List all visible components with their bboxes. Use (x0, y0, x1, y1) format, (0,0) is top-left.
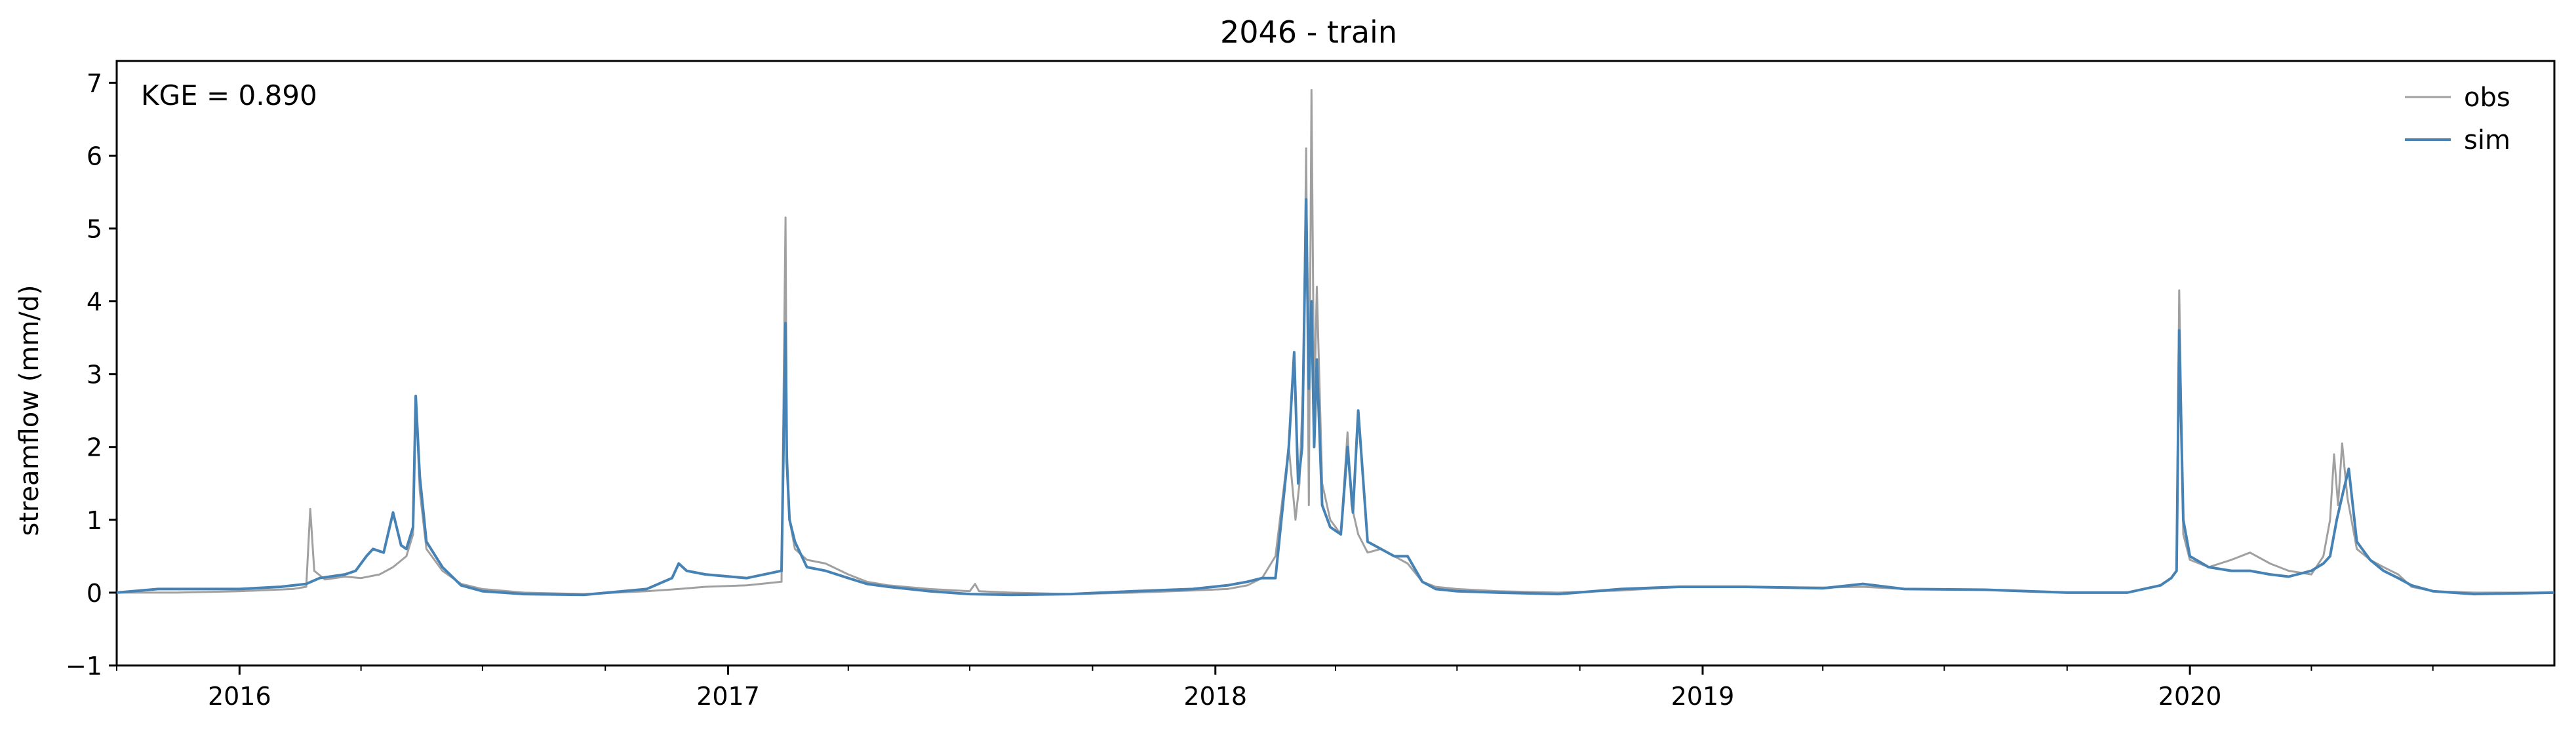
x-tick-label: 2019 (1671, 682, 1735, 711)
plot-area (115, 60, 2556, 667)
y-tick-label: 3 (87, 361, 102, 389)
kge-annotation: KGE = 0.890 (141, 79, 317, 111)
x-tick-label: 2020 (2158, 682, 2222, 711)
y-tick-label: 1 (87, 506, 102, 535)
y-tick-label: 0 (87, 579, 102, 608)
plot-frame (115, 60, 2556, 667)
y-axis: −1 0 1 2 3 4 5 6 7 (66, 69, 117, 681)
y-tick-label: 2 (87, 433, 102, 462)
y-tick-label: 6 (87, 142, 102, 170)
x-tick-label: 2016 (208, 682, 271, 711)
y-axis-label: streamflow (mm/d) (14, 285, 45, 536)
x-tick-label: 2017 (696, 682, 760, 711)
legend: obs sim (2405, 83, 2510, 155)
series-line-sim (116, 198, 2555, 597)
y-tick-label: 5 (87, 214, 102, 243)
legend-label-sim: sim (2464, 125, 2510, 155)
legend-label-obs: obs (2464, 83, 2510, 113)
chart-title: 2046 - train (1220, 14, 1397, 50)
y-tick-label: −1 (66, 652, 102, 681)
x-tick-label: 2018 (1183, 682, 1247, 711)
y-tick-label: 7 (87, 69, 102, 98)
series-layer (116, 89, 2555, 597)
x-axis: 2016 2017 2018 2019 2020 (116, 665, 2434, 711)
y-tick-label: 4 (87, 288, 102, 317)
